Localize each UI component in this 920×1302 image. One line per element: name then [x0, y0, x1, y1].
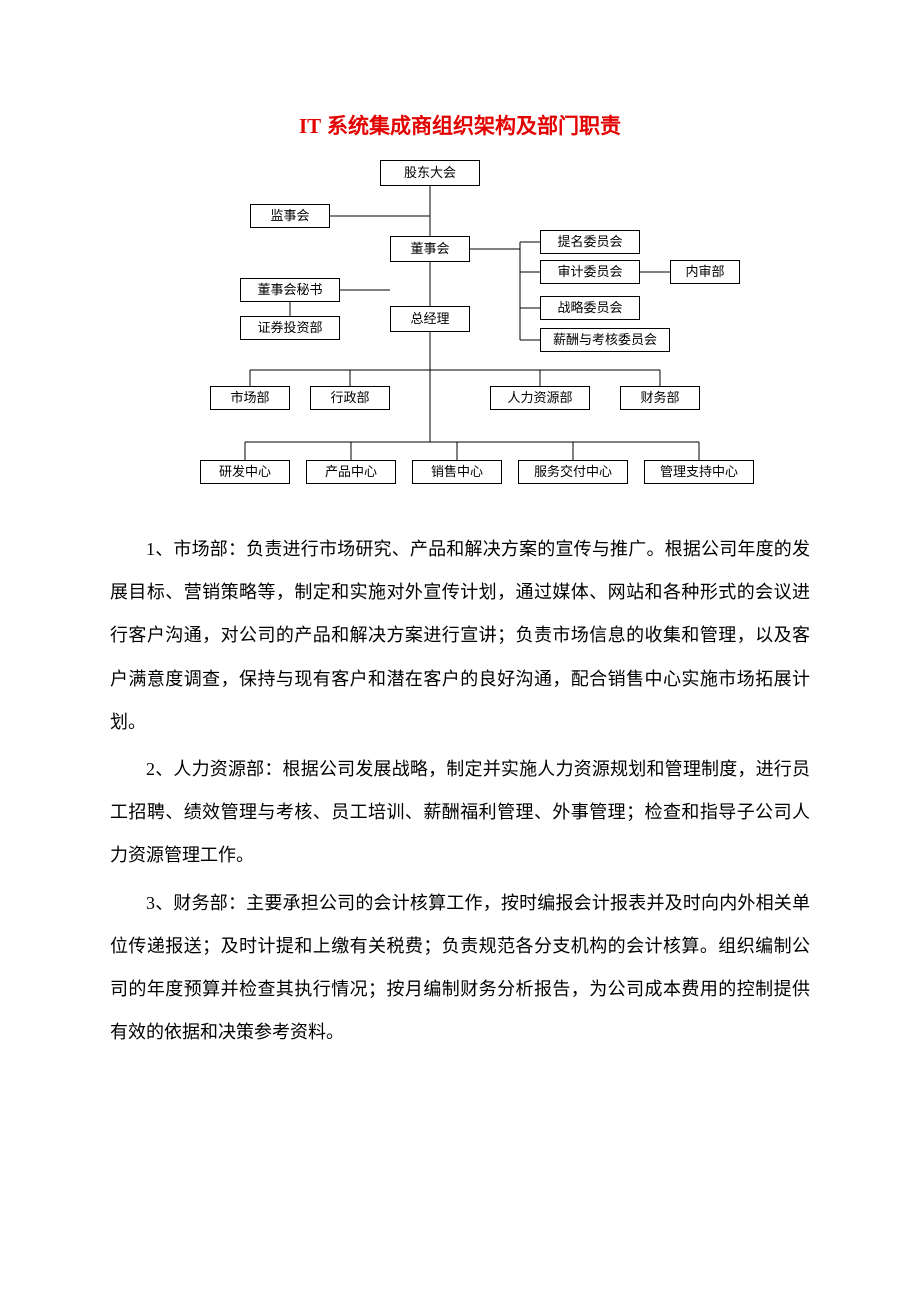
body-text: 1、市场部：负责进行市场研究、产品和解决方案的宣传与推广。根据公司年度的发展目标… [110, 528, 810, 1054]
paragraph-1: 1、市场部：负责进行市场研究、产品和解决方案的宣传与推广。根据公司年度的发展目标… [110, 528, 810, 744]
org-node-finance: 财务部 [620, 386, 700, 410]
org-node-gm: 总经理 [390, 306, 470, 332]
org-node-securities: 证券投资部 [240, 316, 340, 340]
org-node-admin: 行政部 [310, 386, 390, 410]
paragraph-3: 3、财务部：主要承担公司的会计核算工作，按时编报会计报表并及时向内外相关单位传递… [110, 882, 810, 1055]
org-node-audit: 审计委员会 [540, 260, 640, 284]
org-node-product: 产品中心 [306, 460, 396, 484]
org-node-marketing: 市场部 [210, 386, 290, 410]
org-node-rd: 研发中心 [200, 460, 290, 484]
org-chart: 股东大会监事会董事会董事会秘书证券投资部 总经理 提名委员会审计委员会 内审部战略委员… [180, 160, 740, 500]
org-node-shareholders: 股东大会 [380, 160, 480, 186]
org-node-comp: 薪酬与考核委员会 [540, 328, 670, 352]
paragraph-2: 2、人力资源部：根据公司发展战略，制定并实施人力资源规划和管理制度，进行员工招聘… [110, 748, 810, 878]
title-main: 系统集成商组织架构及部门职责 [321, 115, 621, 138]
org-node-supervisory: 监事会 [250, 204, 330, 228]
org-node-support: 管理支持中心 [644, 460, 754, 484]
title-prefix: IT [299, 114, 321, 138]
document-title: IT 系统集成商组织架构及部门职责 [110, 110, 810, 140]
org-node-board: 董事会 [390, 236, 470, 262]
org-node-nomination: 提名委员会 [540, 230, 640, 254]
org-node-sales: 销售中心 [412, 460, 502, 484]
org-chart-container: 股东大会监事会董事会董事会秘书证券投资部 总经理 提名委员会审计委员会 内审部战略委员… [110, 160, 810, 500]
org-node-hr: 人力资源部 [490, 386, 590, 410]
document-page: IT 系统集成商组织架构及部门职责 股东大会监事会董事会董事会秘书证券投资部 总经… [0, 0, 920, 1138]
org-node-strategy: 战略委员会 [540, 296, 640, 320]
org-node-delivery: 服务交付中心 [518, 460, 628, 484]
org-node-internal: 内审部 [670, 260, 740, 284]
org-node-secretary: 董事会秘书 [240, 278, 340, 302]
